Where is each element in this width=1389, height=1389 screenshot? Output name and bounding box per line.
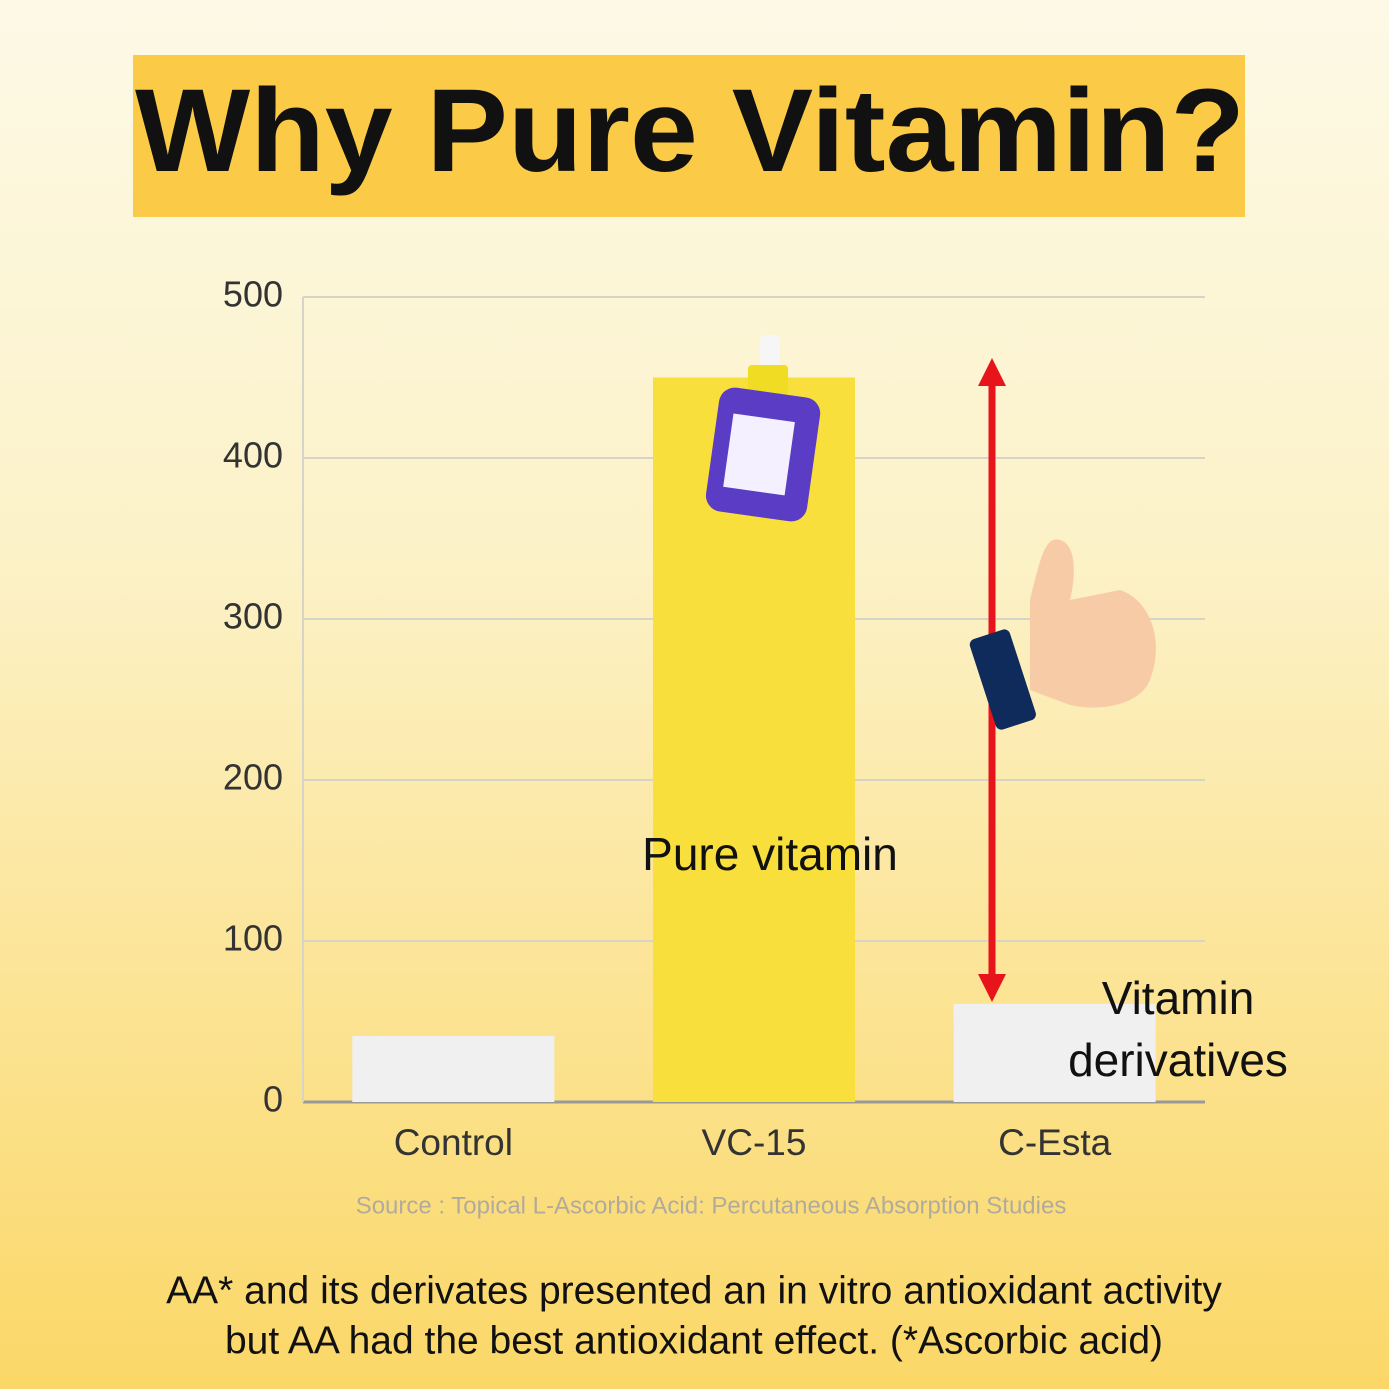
source: Source : Topical L-Ascorbic Acid: Percut… <box>356 1192 1067 1219</box>
caption: AA* and its derivates presented an in vi… <box>166 1269 1222 1312</box>
y-tick-label: 200 <box>223 757 283 798</box>
title-box <box>133 55 1245 217</box>
thumbs-up-icon <box>969 539 1156 730</box>
chart-title: Why Pure Vitamin? <box>135 65 1245 197</box>
y-tick-label: 100 <box>223 918 283 959</box>
bar-annotation: Pure vitamin <box>642 828 898 880</box>
derivative-label: derivatives <box>1068 1034 1288 1086</box>
bar <box>953 1003 1156 1102</box>
caption: but AA had the best antioxidant effect. … <box>225 1319 1163 1362</box>
bar <box>352 1035 555 1102</box>
x-tick-label: Control <box>394 1122 513 1163</box>
y-tick-label: 300 <box>223 596 283 637</box>
derivative-label: Vitamin <box>1102 972 1255 1024</box>
product-bottle <box>705 335 821 522</box>
y-tick-label: 400 <box>223 435 283 476</box>
x-tick-label: VC-15 <box>702 1122 807 1163</box>
y-tick-label: 0 <box>263 1079 283 1120</box>
x-tick-label: C-Esta <box>998 1122 1112 1163</box>
y-tick-label: 500 <box>223 274 283 315</box>
